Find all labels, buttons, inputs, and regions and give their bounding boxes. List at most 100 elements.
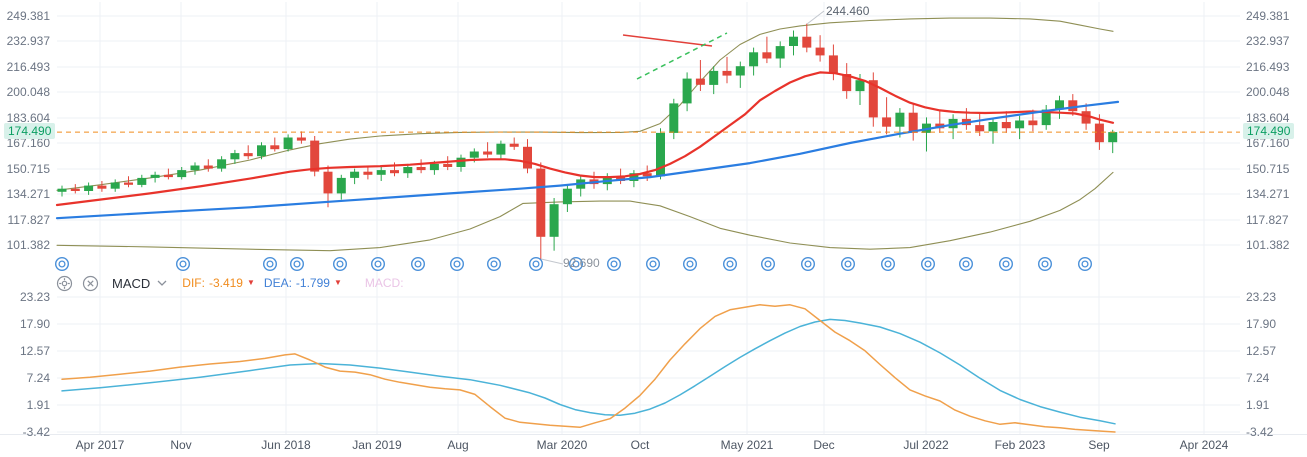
candle-body bbox=[1108, 132, 1118, 143]
time-axis-label: Oct bbox=[630, 438, 650, 452]
dea-line bbox=[61, 318, 1116, 425]
candle-body bbox=[363, 171, 373, 175]
bollinger-upper-band bbox=[56, 17, 1114, 191]
event-marker-icon[interactable] bbox=[263, 257, 278, 272]
candle-body bbox=[469, 151, 479, 158]
dea-readout: DEA: -1.799 ▼ bbox=[264, 276, 342, 290]
bollinger-lower-band bbox=[56, 171, 1114, 252]
event-marker-icon[interactable] bbox=[487, 257, 502, 272]
price-axis-tick-left: 134.271 bbox=[6, 187, 50, 201]
event-marker-icon[interactable] bbox=[761, 257, 776, 272]
time-axis-label: Mar 2020 bbox=[536, 438, 588, 452]
macd-axis-tick-left: 17.90 bbox=[19, 317, 50, 331]
time-axis-label: Apr 2024 bbox=[1179, 438, 1229, 452]
candle-body bbox=[84, 185, 94, 191]
ma-fast-line bbox=[55, 71, 1115, 207]
event-marker-icon[interactable] bbox=[841, 257, 856, 272]
event-marker-icon[interactable] bbox=[723, 257, 738, 272]
candle-body bbox=[336, 177, 346, 194]
dea-value: -1.799 bbox=[295, 276, 330, 290]
event-marker-icon[interactable] bbox=[175, 257, 190, 272]
candle-body bbox=[722, 70, 732, 76]
event-marker-icon[interactable] bbox=[607, 257, 622, 272]
current-price-label-right: 174.490 bbox=[1243, 123, 1295, 139]
indicator-name[interactable]: MACD bbox=[112, 275, 151, 291]
candle-body bbox=[1094, 123, 1104, 143]
event-marker-icon[interactable] bbox=[999, 257, 1014, 272]
event-marker-icon[interactable] bbox=[55, 257, 70, 272]
macd-axis-tick-left: 7.24 bbox=[26, 371, 50, 385]
candle-body bbox=[789, 36, 798, 46]
time-axis-label: Jan 2019 bbox=[352, 438, 402, 452]
candle-body bbox=[855, 80, 865, 92]
candle-body bbox=[682, 78, 692, 104]
macd-axis-tick-right: 1.91 bbox=[1246, 398, 1270, 412]
candle-body bbox=[496, 143, 506, 155]
candle-body bbox=[310, 140, 320, 172]
price-axis-tick-right: 232.937 bbox=[1246, 34, 1290, 48]
candle-body bbox=[163, 174, 173, 178]
candle-body bbox=[656, 132, 665, 177]
price-axis-tick-right: 249.381 bbox=[1246, 9, 1290, 23]
price-axis-tick-right: 117.827 bbox=[1246, 213, 1289, 227]
event-marker-icon[interactable] bbox=[921, 257, 936, 272]
event-marker-icon[interactable] bbox=[881, 257, 896, 272]
dif-down-arrow-icon: ▼ bbox=[246, 278, 255, 287]
candle-body bbox=[828, 55, 838, 74]
candle-body bbox=[895, 112, 905, 127]
price-axis-tick-left: 249.381 bbox=[6, 9, 50, 23]
candle-body bbox=[868, 80, 878, 118]
event-marker-icon[interactable] bbox=[371, 257, 386, 272]
event-marker-icon[interactable] bbox=[646, 257, 661, 272]
price-axis-tick-right: 167.160 bbox=[1246, 136, 1290, 150]
event-marker-icon[interactable] bbox=[569, 257, 584, 272]
candle-body bbox=[709, 70, 719, 85]
trendline-drawing[interactable] bbox=[622, 34, 713, 47]
time-axis-label: Nov bbox=[170, 438, 192, 452]
candle-body bbox=[97, 185, 107, 189]
candle-body bbox=[1068, 100, 1078, 112]
candle-body bbox=[230, 153, 240, 160]
candle-body bbox=[296, 137, 306, 141]
candle-body bbox=[616, 176, 626, 181]
candle-body bbox=[1041, 109, 1051, 126]
candle-body bbox=[257, 145, 266, 157]
candle-body bbox=[376, 170, 386, 175]
price-axis-tick-left: 167.160 bbox=[6, 136, 50, 150]
candle-body bbox=[695, 78, 705, 85]
macd-label: MACD: bbox=[364, 276, 404, 290]
event-marker-icon[interactable] bbox=[333, 257, 348, 272]
time-axis-label: Jul 2022 bbox=[903, 438, 949, 452]
candle-body bbox=[243, 153, 253, 157]
event-marker-icon[interactable] bbox=[411, 257, 426, 272]
candle-body bbox=[1028, 120, 1038, 126]
candle-body bbox=[536, 168, 546, 237]
event-marker-icon[interactable] bbox=[1077, 257, 1092, 272]
macd-histogram-readout: MACD: bbox=[365, 276, 404, 290]
high-annotation-pointer bbox=[806, 10, 825, 25]
dif-line bbox=[61, 304, 1116, 433]
candle-body bbox=[562, 188, 572, 205]
candle-body bbox=[190, 165, 200, 171]
event-marker-icon[interactable] bbox=[290, 257, 305, 272]
candle-body bbox=[523, 146, 532, 169]
event-marker-icon[interactable] bbox=[450, 257, 465, 272]
indicator-settings-icon[interactable] bbox=[56, 275, 73, 292]
indicator-close-icon[interactable] bbox=[82, 275, 99, 292]
price-axis-tick-right: 101.382 bbox=[1246, 238, 1290, 252]
dea-down-arrow-icon: ▼ bbox=[333, 278, 342, 287]
time-axis-label: Apr 2017 bbox=[75, 438, 125, 452]
candle-body bbox=[908, 112, 918, 133]
event-marker-icon[interactable] bbox=[801, 257, 816, 272]
candle-body bbox=[882, 117, 892, 127]
event-marker-icon[interactable] bbox=[959, 257, 974, 272]
dif-value: -3.419 bbox=[208, 276, 243, 290]
event-marker-icon[interactable] bbox=[529, 257, 544, 272]
trendline-drawing[interactable] bbox=[636, 32, 728, 80]
event-marker-icon[interactable] bbox=[683, 257, 698, 272]
chevron-down-icon[interactable] bbox=[157, 280, 167, 286]
event-marker-icon[interactable] bbox=[1037, 257, 1052, 272]
candle-body bbox=[1015, 120, 1025, 129]
